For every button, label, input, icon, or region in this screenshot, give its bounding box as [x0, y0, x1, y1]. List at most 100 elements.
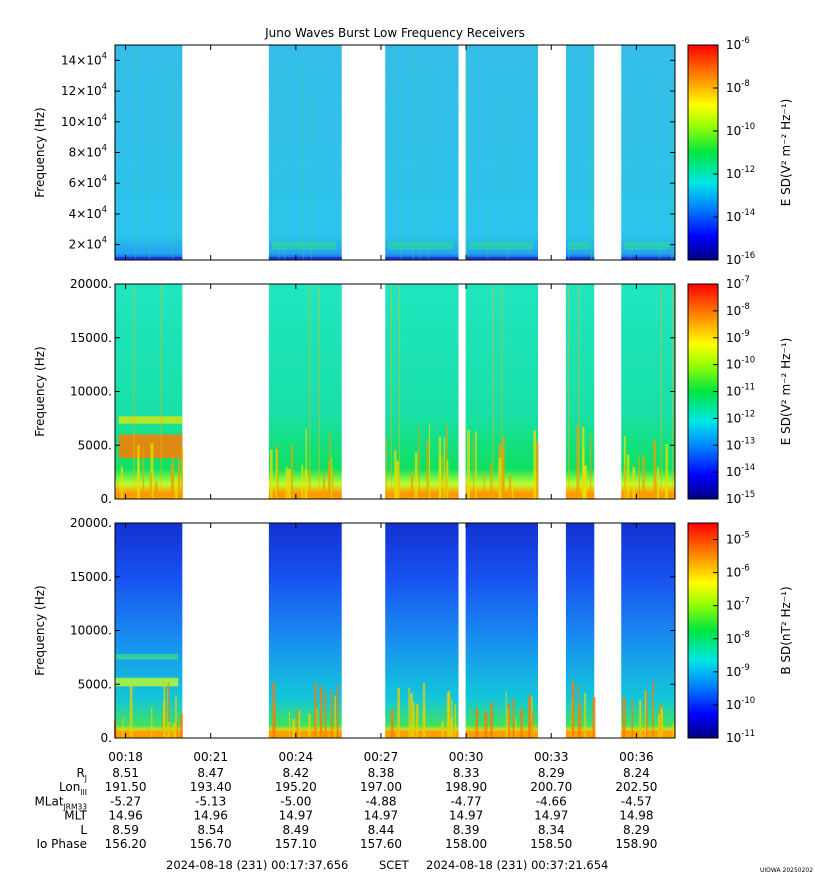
colorbar-tick-label: 10-6 — [726, 564, 750, 580]
x-tick-label: 00:36 — [619, 750, 654, 764]
ephemeris-value: 14.97 — [534, 809, 568, 823]
colorbar-tick-label: 10-7 — [726, 597, 750, 613]
credit-stamp: UIOWA 20250202 — [760, 867, 813, 874]
footer-scet-label: SCET — [379, 858, 410, 872]
colorbar-tick-label: 10-14 — [726, 208, 755, 224]
ephemeris-row-label: Io Phase — [36, 837, 87, 851]
x-tick-label: 00:30 — [449, 750, 484, 764]
burst-block — [268, 523, 342, 738]
footer-end-time: 2024-08-18 (231) 00:37:21.654 — [426, 858, 608, 872]
y-axis-label: Frequency (Hz) — [33, 585, 47, 676]
y-tick-label: 0. — [101, 731, 112, 745]
emission-band — [568, 241, 590, 250]
ephemeris-value: 14.96 — [108, 809, 142, 823]
emission-band — [465, 730, 539, 738]
y-tick-label: 10000. — [70, 385, 112, 399]
noise-band — [385, 257, 459, 260]
y-tick-mantissa: 10×10 — [61, 115, 102, 129]
y-tick-exponent: 4 — [102, 51, 107, 61]
burst-block — [621, 523, 675, 738]
colorbar-tick-label: 10-16 — [726, 251, 755, 267]
ephemeris-row-label: RJ — [76, 766, 87, 783]
y-tick-label: 8×104 — [69, 144, 107, 160]
y-tick-exponent: 4 — [102, 82, 107, 92]
y-axis-label: Frequency (Hz) — [33, 346, 47, 437]
ephemeris-value: 8.51 — [112, 766, 139, 780]
upper-panel — [114, 45, 675, 260]
emission-band — [468, 241, 534, 250]
y-tick-mantissa: 4×10 — [69, 207, 102, 221]
burst-block — [268, 284, 342, 499]
ephemeris-row-label: MLT — [64, 809, 87, 823]
ephemeris-table: 00:18 00:21 00:24 00:27 00:30 00:33 00:36 RJ 8.5… — [34, 750, 657, 851]
colorbar-tick-label: 10-9 — [726, 329, 750, 345]
ephemeris-value: 8.24 — [623, 766, 650, 780]
ephemeris-row-label: L — [80, 823, 87, 837]
ephemeris-value: 157.10 — [275, 837, 317, 851]
y-tick-label: 12×104 — [61, 82, 107, 98]
y-tick-label: 5000. — [78, 677, 112, 691]
colorbar-tick-label: 10-8 — [726, 302, 750, 318]
x-tick-label: 00:18 — [108, 750, 143, 764]
emission-band — [114, 654, 179, 660]
y-tick-exponent: 4 — [102, 113, 107, 123]
emission-band — [388, 241, 454, 250]
x-tick-label: 00:33 — [534, 750, 569, 764]
noise-band — [565, 257, 595, 260]
colorbar-tick-label: 10-8 — [726, 630, 750, 646]
middle-panel — [114, 284, 675, 499]
colorbar-scale — [687, 522, 719, 739]
ephemeris-value: 200.70 — [530, 780, 572, 794]
y-tick-label: 4×104 — [69, 205, 107, 221]
colorbar-label: B SD(nT² Hz⁻¹) — [779, 586, 793, 674]
ephemeris-value: 14.97 — [364, 809, 398, 823]
y-tick-mantissa: 12×10 — [61, 84, 102, 98]
ephemeris-value: 195.20 — [275, 780, 317, 794]
ephemeris-value: 156.70 — [190, 837, 232, 851]
y-tick-label: 5000. — [78, 438, 112, 452]
y-tick-label: 0. — [101, 492, 112, 506]
colorbar-tick-label: 10-5 — [726, 531, 750, 547]
y-tick-label: 2×104 — [69, 236, 107, 252]
colorbar-tick-label: 10-9 — [726, 663, 750, 679]
upper-panel-colorbar: 10-6 10-8 10-10 10-12 10-14 10-16 E SD(V² m⁻² … — [687, 36, 793, 267]
burst-block — [621, 45, 675, 260]
burst-block — [114, 523, 183, 738]
emission-band — [385, 493, 459, 499]
emission-band — [385, 730, 459, 738]
colorbar-tick-label: 10-10 — [726, 696, 755, 712]
middle-panel-axes: 0. 5000. 10000. 15000. 20000. Frequency (Hz) — [33, 277, 676, 506]
colorbar-tick-label: 10-10 — [726, 356, 755, 372]
y-tick-mantissa: 8×10 — [69, 146, 102, 160]
ephemeris-value: -4.66 — [536, 794, 567, 808]
emission-band — [271, 241, 337, 250]
ephemeris-value: 156.20 — [105, 837, 147, 851]
burst-block — [114, 284, 183, 499]
lower-panel — [114, 523, 675, 738]
colorbar-tick-label: 10-12 — [726, 409, 755, 425]
y-tick-label: 10000. — [70, 624, 112, 638]
ephemeris-value: 193.40 — [190, 780, 232, 794]
noise-band — [465, 257, 539, 260]
noise-band — [114, 257, 183, 260]
ephemeris-value: 8.29 — [538, 766, 565, 780]
colorbar-tick-label: 10-13 — [726, 436, 755, 452]
y-tick-mantissa: 2×10 — [69, 238, 102, 252]
middle-panel-colorbar: 10-7 10-8 10-9 10-10 10-11 10-12 10-13 10-14 10-… — [687, 275, 793, 506]
burst-block — [565, 523, 595, 738]
burst-block — [565, 284, 595, 499]
emission-band — [268, 730, 342, 738]
ephemeris-value: 14.98 — [619, 809, 653, 823]
ephemeris-value: 198.90 — [445, 780, 487, 794]
y-tick-label: 15000. — [70, 570, 112, 584]
ephemeris-value: 197.00 — [360, 780, 402, 794]
ephemeris-value: 8.59 — [112, 823, 139, 837]
colorbar-tick-label: 10-10 — [726, 122, 755, 138]
lower-panel-axes: 0. 5000. 10000. 15000. 20000. Frequency (Hz) — [33, 516, 676, 745]
y-tick-label: 20000. — [70, 277, 112, 291]
noise-band — [621, 257, 675, 260]
burst-block — [268, 45, 342, 260]
y-tick-exponent: 4 — [102, 174, 107, 184]
emission-band — [114, 677, 179, 687]
